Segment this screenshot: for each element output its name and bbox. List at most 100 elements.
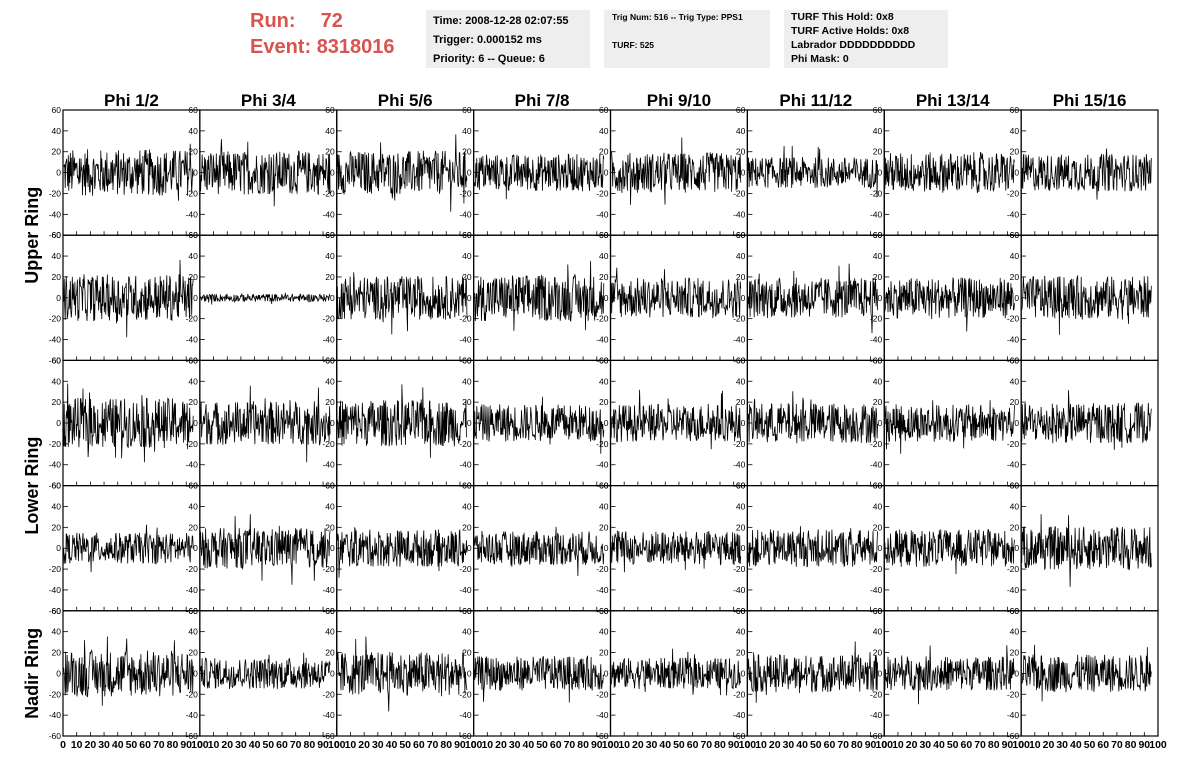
waveform-line xyxy=(63,383,194,463)
y-tick-label: 20 xyxy=(599,272,609,282)
y-tick-label: -40 xyxy=(870,585,883,595)
y-tick-label: 60 xyxy=(1010,606,1020,616)
waveform-line xyxy=(63,143,194,201)
y-tick-label: -40 xyxy=(1007,585,1020,595)
y-tick-label: 60 xyxy=(52,481,62,491)
y-tick-label: 60 xyxy=(599,230,609,240)
waveform-line xyxy=(610,137,742,205)
y-tick-label: 40 xyxy=(188,627,198,637)
y-tick-label: -40 xyxy=(459,460,472,470)
y-tick-label: 20 xyxy=(325,397,335,407)
y-tick-label: 0 xyxy=(1014,168,1019,178)
x-tick-label: 10 xyxy=(1029,739,1041,751)
row-label: Lower Ring xyxy=(22,437,42,535)
waveform-line xyxy=(1021,148,1152,200)
y-tick-label: 0 xyxy=(878,168,883,178)
y-tick-label: -60 xyxy=(49,355,62,365)
y-tick-label: 0 xyxy=(878,293,883,303)
waveform-line xyxy=(610,530,742,573)
run-row: Run: 72 xyxy=(250,8,420,34)
y-tick-label: -40 xyxy=(322,209,335,219)
x-tick-label: 0 xyxy=(744,739,750,751)
y-tick-label: 20 xyxy=(873,648,883,658)
y-tick-label: 40 xyxy=(1010,376,1020,386)
y-tick-label: -40 xyxy=(733,585,746,595)
x-tick-label: 100 xyxy=(191,739,209,751)
y-tick-label: 40 xyxy=(325,627,335,637)
y-tick-label: 40 xyxy=(873,627,883,637)
y-tick-label: 0 xyxy=(193,543,198,553)
waveform-line xyxy=(63,259,194,338)
y-tick-label: 40 xyxy=(188,501,198,511)
waveform-line xyxy=(610,648,742,696)
waveform-line xyxy=(884,277,1015,332)
y-tick-label: 0 xyxy=(467,293,472,303)
y-tick-label: 0 xyxy=(1014,293,1019,303)
y-tick-label: -40 xyxy=(733,209,746,219)
y-tick-label: 0 xyxy=(56,168,61,178)
y-tick-label: 60 xyxy=(188,481,198,491)
x-tick-label: 30 xyxy=(646,739,658,751)
x-tick-label: 20 xyxy=(632,739,644,751)
y-tick-label: -40 xyxy=(459,710,472,720)
y-tick-label: 60 xyxy=(52,606,62,616)
waveform-line xyxy=(473,153,605,200)
y-tick-label: 20 xyxy=(325,522,335,532)
y-tick-label: -40 xyxy=(322,710,335,720)
y-tick-label: 20 xyxy=(188,147,198,157)
event-row: Event: 8318016 xyxy=(250,34,420,60)
y-tick-label: 40 xyxy=(52,501,62,511)
y-tick-label: 20 xyxy=(1010,648,1020,658)
y-tick-label: -60 xyxy=(186,731,199,741)
y-tick-label: 20 xyxy=(599,522,609,532)
y-tick-label: -60 xyxy=(1007,731,1020,741)
x-tick-label: 100 xyxy=(465,739,483,751)
y-tick-label: 60 xyxy=(188,355,198,365)
x-tick-label: 40 xyxy=(386,739,398,751)
y-tick-label: -40 xyxy=(1007,460,1020,470)
x-tick-label: 20 xyxy=(495,739,507,751)
y-tick-label: 60 xyxy=(1010,481,1020,491)
y-tick-label: -40 xyxy=(870,710,883,720)
y-tick-label: 60 xyxy=(736,481,746,491)
event-label: Event: xyxy=(250,36,312,58)
y-tick-label: 60 xyxy=(325,355,335,365)
y-tick-label: 60 xyxy=(736,355,746,365)
y-tick-label: 40 xyxy=(462,501,472,511)
y-tick-label: 20 xyxy=(599,397,609,407)
x-tick-label: 30 xyxy=(235,739,247,751)
run-value: 72 xyxy=(320,10,343,32)
turf-info-box: TURF This Hold: 0x8 TURF Active Holds: 0… xyxy=(784,10,948,68)
y-tick-label: 0 xyxy=(604,668,609,678)
y-tick-label: 40 xyxy=(599,501,609,511)
y-tick-label: 60 xyxy=(736,105,746,115)
y-tick-label: 20 xyxy=(462,272,472,282)
y-tick-label: -20 xyxy=(322,689,335,699)
y-tick-label: 60 xyxy=(873,606,883,616)
y-tick-label: -40 xyxy=(596,585,609,595)
trigger-text: Trigger: 0.000152 ms xyxy=(433,34,542,46)
y-tick-label: -20 xyxy=(733,188,746,198)
y-tick-label: 20 xyxy=(188,648,198,658)
y-tick-label: -20 xyxy=(186,564,199,574)
y-tick-label: -40 xyxy=(459,335,472,345)
x-tick-label: 70 xyxy=(837,739,849,751)
x-tick-label: 60 xyxy=(276,739,288,751)
y-tick-label: -60 xyxy=(49,481,62,491)
x-tick-label: 100 xyxy=(1149,739,1167,751)
column-title: Phi 11/12 xyxy=(779,91,852,110)
row-label: Upper Ring xyxy=(22,187,42,284)
y-tick-label: -20 xyxy=(49,314,62,324)
y-tick-label: 20 xyxy=(462,147,472,157)
x-tick-label: 10 xyxy=(71,739,83,751)
y-tick-label: 0 xyxy=(193,168,198,178)
x-tick-label: 10 xyxy=(345,739,357,751)
y-tick-label: -40 xyxy=(49,585,62,595)
x-tick-label: 60 xyxy=(550,739,562,751)
y-tick-label: 40 xyxy=(325,251,335,261)
y-tick-label: 0 xyxy=(330,168,335,178)
y-tick-label: 40 xyxy=(599,627,609,637)
y-tick-label: 60 xyxy=(52,355,62,365)
x-tick-label: 0 xyxy=(881,739,887,751)
y-tick-label: -40 xyxy=(870,335,883,345)
